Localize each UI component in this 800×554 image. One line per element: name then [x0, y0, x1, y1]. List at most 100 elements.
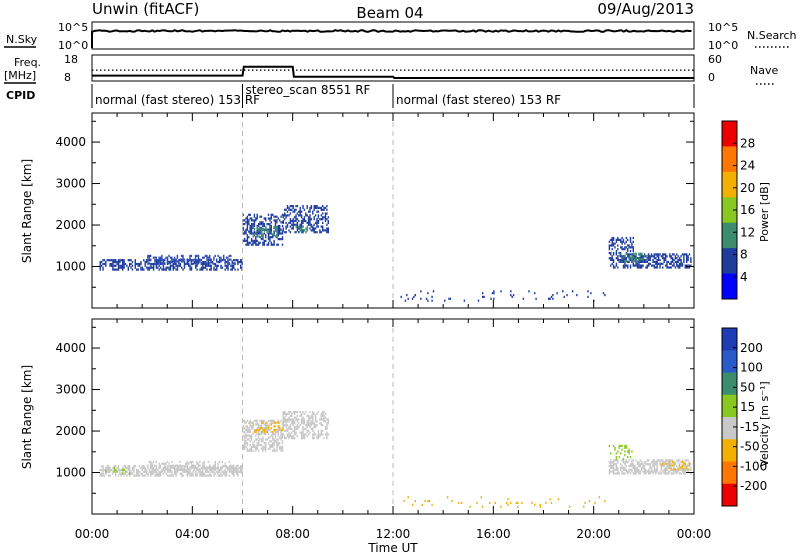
- velocity-cell: [634, 464, 636, 468]
- velocity-cell: [175, 470, 177, 473]
- velocity-cell: [249, 430, 251, 434]
- velocity-cell: [272, 430, 274, 434]
- velocity-cell: [615, 464, 618, 468]
- velocity-cell: [288, 420, 290, 423]
- power-cell: [629, 250, 632, 253]
- power-cell: [173, 262, 176, 265]
- power-cell: [269, 225, 271, 229]
- velocity-cell: [286, 412, 289, 415]
- velocity-cell: [123, 465, 125, 468]
- velocity-cell: [119, 468, 121, 472]
- velocity-cell: [203, 472, 205, 475]
- power-cell: [273, 241, 275, 244]
- velocity-cell: [299, 411, 301, 414]
- velocity-cell: [243, 434, 246, 437]
- power-cell: [662, 255, 664, 258]
- velocity-cell: [279, 429, 281, 432]
- velocity-cell: [284, 429, 286, 432]
- velocity-cell: [687, 459, 689, 462]
- velocity-cell: [614, 448, 616, 451]
- power-cell: [296, 225, 299, 228]
- velocity-cell: [322, 411, 324, 414]
- velocity-cell: [627, 461, 629, 464]
- power-cell: [249, 224, 251, 228]
- velocity-cell: [273, 440, 275, 443]
- velocity-cell: [105, 467, 107, 470]
- power-cell: [270, 221, 272, 224]
- velocity-cell: [272, 444, 274, 447]
- x-axis: 00:00 04:00 08:00 12:00 16:00 20:00 00:00: [75, 527, 712, 541]
- power-cell: [631, 244, 633, 247]
- velocity-cell: [235, 472, 238, 475]
- power-cell: [679, 266, 681, 269]
- velocity-cell: [249, 447, 251, 450]
- velocity-cell: [260, 425, 263, 428]
- velocity-cell: [583, 505, 585, 508]
- power-cell: [293, 219, 296, 223]
- velocity-cell: [621, 448, 623, 451]
- velocity-cell: [643, 466, 646, 469]
- power-cell: [562, 290, 564, 293]
- velocity-cell: [216, 470, 218, 473]
- power-cell: [323, 229, 325, 232]
- power-cell: [223, 254, 225, 257]
- velocity-cell: [269, 436, 271, 439]
- velocity-cell: [284, 420, 286, 423]
- velocity-cell: [313, 431, 315, 434]
- velocity-cell: [124, 465, 127, 468]
- velocity-cell: [182, 474, 184, 477]
- power-cell: [124, 262, 127, 266]
- velocity-cell: [136, 468, 138, 472]
- velocity-cell: [676, 468, 678, 471]
- velocity-cell: [159, 466, 162, 469]
- velocity-cell: [277, 421, 280, 424]
- power-cell: [261, 227, 263, 230]
- power-cell: [127, 266, 129, 269]
- velocity-cell: [196, 468, 198, 471]
- power-cell: [260, 215, 263, 218]
- velocity-cell: [639, 472, 641, 475]
- velocity-cell: [140, 467, 142, 470]
- power-cell: [237, 259, 239, 262]
- power-cell: [196, 254, 198, 257]
- power-cell: [176, 256, 179, 259]
- velocity-cell: [108, 465, 110, 468]
- power-cell: [299, 227, 302, 230]
- power-cell: [117, 264, 120, 267]
- power-cell: [639, 252, 642, 255]
- power-cell: [186, 258, 188, 261]
- velocity-colorbar-segment: [722, 461, 737, 485]
- power-cell: [309, 218, 311, 221]
- velocity-cell: [274, 436, 277, 439]
- power-cell: [625, 246, 627, 249]
- power-cell: [263, 239, 265, 242]
- power-cell: [648, 258, 650, 262]
- velocity-cell: [164, 470, 166, 473]
- power-cell: [249, 241, 251, 244]
- velocity-cell: [270, 434, 272, 437]
- velocity-cell: [258, 449, 260, 452]
- velocity-cell: [313, 412, 315, 415]
- power-cell: [656, 253, 658, 256]
- velocity-cell: [203, 465, 205, 468]
- power-cell: [680, 260, 682, 263]
- velocity-cell: [282, 411, 284, 414]
- velocity-cell: [300, 431, 303, 434]
- velocity-cell: [617, 470, 619, 473]
- power-cell: [233, 259, 235, 262]
- power-cell: [223, 256, 225, 259]
- power-cell: [117, 262, 120, 266]
- power-cell: [673, 253, 675, 256]
- power-cell: [233, 264, 235, 267]
- power-cell: [622, 240, 625, 243]
- power-cell: [688, 266, 691, 269]
- velocity-cell: [624, 463, 626, 466]
- velocity-cell: [202, 474, 204, 477]
- power-cell: [158, 264, 160, 267]
- velocity-cell: [326, 433, 328, 436]
- power-cell: [291, 227, 293, 230]
- velocity-cell: [199, 468, 201, 471]
- velocity-cell: [293, 420, 296, 423]
- power-cell: [243, 232, 246, 235]
- power-cell: [216, 258, 218, 261]
